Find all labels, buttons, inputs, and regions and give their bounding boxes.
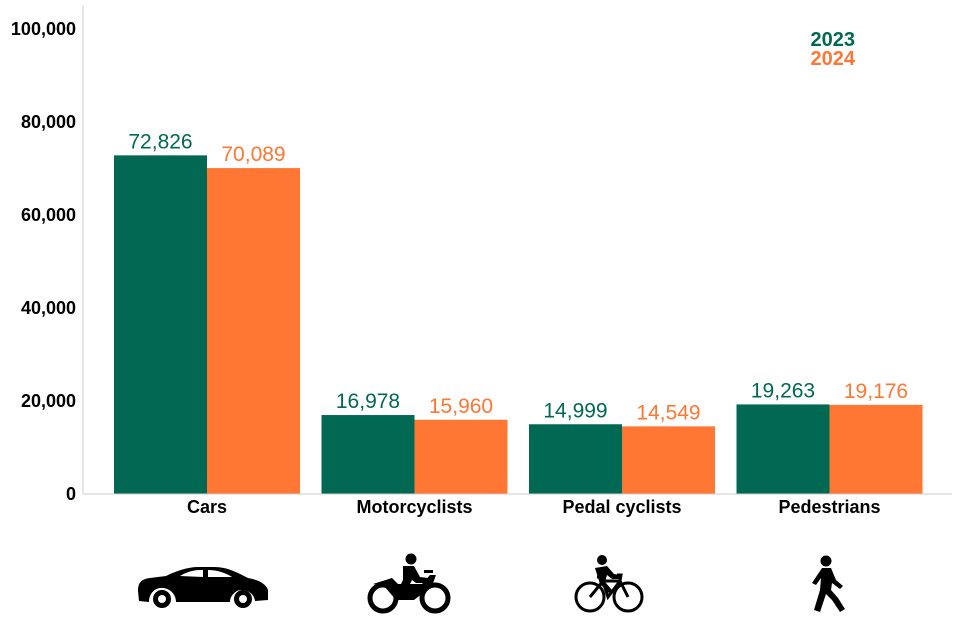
y-tick-label: 100,000 [11, 19, 76, 39]
y-tick-label: 0 [66, 484, 76, 504]
data-label: 16,978 [336, 390, 400, 413]
data-labels-layer: 72,826 70,089 16,978 15,960 14,999 14,549 19,2… [128, 130, 908, 424]
motorcycle-icon [367, 553, 451, 614]
legend-entry-2024: 2024 [811, 48, 856, 70]
y-tick-label: 20,000 [21, 391, 76, 411]
pedestrian-icon [812, 555, 845, 612]
data-label: 19,263 [751, 379, 815, 402]
y-tick-label: 60,000 [21, 205, 76, 225]
bar-2024-2 [622, 426, 715, 494]
category-label: Cars [187, 497, 227, 517]
data-label: 14,549 [636, 401, 700, 424]
category-label: Pedestrians [778, 497, 880, 517]
y-tick-label: 80,000 [21, 112, 76, 132]
bars-layer [114, 155, 923, 494]
bar-2023-2 [529, 424, 622, 494]
bar-2023-3 [736, 404, 830, 494]
category-label: Motorcyclists [356, 497, 472, 517]
legend-entry-2023: 2023 [811, 29, 856, 51]
data-label: 70,089 [221, 143, 285, 166]
bar-2024-1 [414, 419, 508, 494]
car-icon [138, 567, 268, 608]
bar-2024-3 [829, 404, 923, 494]
data-label: 72,826 [128, 130, 192, 153]
category-label: Pedal cyclists [562, 497, 681, 517]
bar-2024-0 [207, 168, 300, 494]
bicycle-icon [574, 555, 644, 613]
data-label: 14,999 [543, 399, 607, 422]
axes-layer: 0 20,000 40,000 60,000 80,000 100,000 Cars Moto… [11, 5, 952, 517]
bar-2023-0 [114, 155, 207, 494]
y-tick-label: 40,000 [21, 298, 76, 318]
data-label: 19,176 [844, 380, 908, 403]
bar-2023-1 [321, 415, 415, 494]
data-label: 15,960 [429, 395, 493, 418]
